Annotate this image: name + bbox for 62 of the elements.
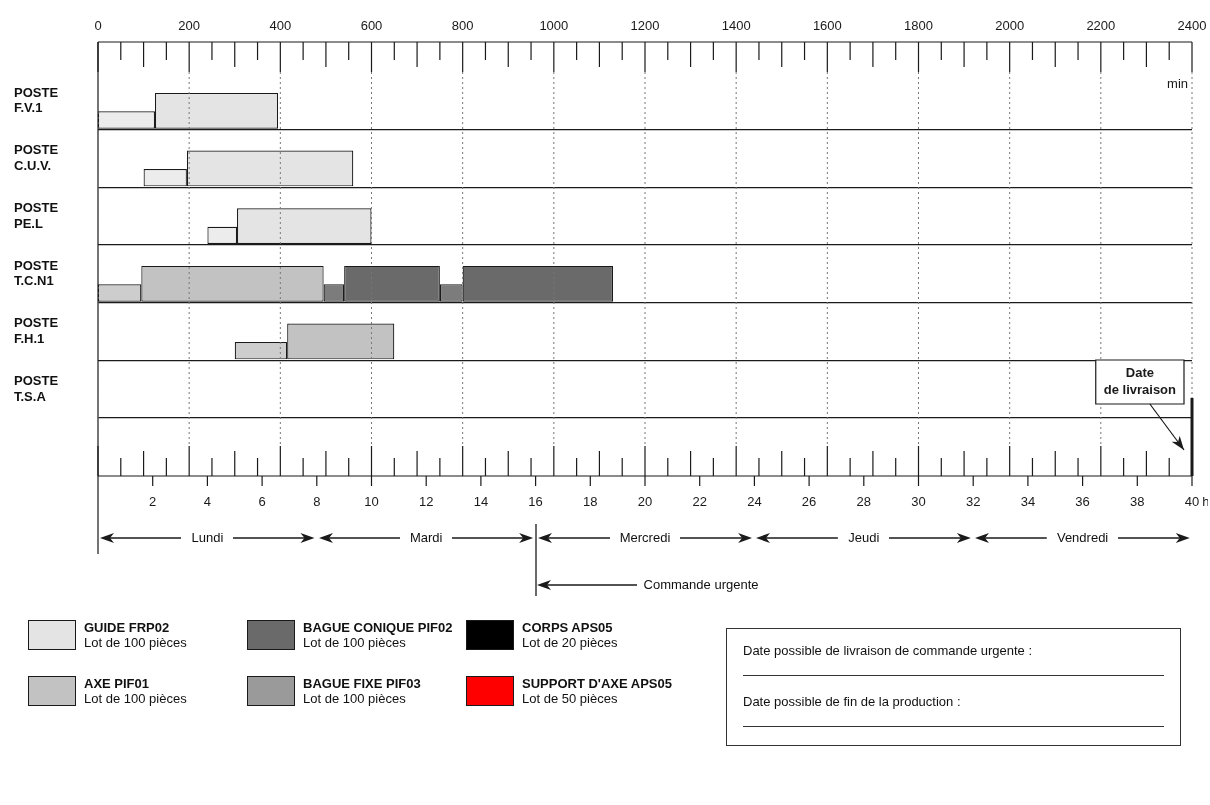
- y-tick-label: POSTE C.U.V.: [14, 142, 59, 173]
- x-tick-label: 20: [637, 494, 653, 509]
- x-tick-label: 22: [692, 494, 707, 509]
- text: Lundi: [191, 530, 224, 545]
- text: Mardi: [409, 530, 443, 545]
- y-tick-label: POSTE F.V.1: [14, 84, 59, 116]
- x-tick-label: 32: [965, 494, 981, 509]
- x-tick-label: 24: [747, 494, 762, 509]
- legend-label: CORPS APS05: [522, 620, 614, 635]
- x-tick-label: 26: [801, 494, 817, 509]
- y-tick-label: POSTE T.S.A: [14, 372, 59, 404]
- text: Jeudi: [848, 530, 880, 545]
- text: Commande urgente: [643, 577, 759, 592]
- legend-label: AXE PIF01: [84, 676, 151, 691]
- x2-tick-label: 800: [451, 18, 474, 33]
- legend-label: SUPPORT D'AXE APS05: [522, 676, 672, 691]
- x-tick-label: 14: [473, 494, 489, 509]
- x2-tick-label: 1000: [539, 18, 569, 33]
- text: Lot de 100 pièces: [84, 635, 187, 650]
- x-axis-title: h: [1202, 494, 1210, 509]
- text: Lot de 100 pièces: [84, 691, 187, 706]
- text: Lot de 100 pièces: [303, 635, 407, 650]
- y-tick-label: POSTE T.C.N1: [14, 257, 59, 289]
- x-tick-label: 4: [203, 494, 212, 509]
- x-tick-label: 8: [313, 494, 321, 509]
- x-tick-label: 2: [149, 494, 157, 509]
- x2-tick-label: 1800: [904, 18, 933, 33]
- ref-line-label: Date de livraison: [1103, 365, 1177, 397]
- legend-label: BAGUE CONIQUE PIF02: [303, 620, 453, 635]
- x-tick-label: 18: [583, 494, 598, 509]
- x-tick-label: 10: [364, 494, 379, 509]
- x-tick-label: 28: [856, 494, 872, 509]
- x-tick-label: 38: [1130, 494, 1145, 509]
- x2-tick-label: 1400: [721, 18, 751, 33]
- y-tick-label: POSTE PE.L: [14, 199, 59, 231]
- text: Lot de 20 pièces: [522, 635, 618, 650]
- legend-label: GUIDE FRP02: [84, 620, 171, 635]
- text: Lot de 50 pièces: [522, 691, 619, 706]
- x2-tick-label: 2400: [1177, 18, 1207, 33]
- x2-tick-label: 400: [269, 18, 292, 33]
- x2-tick-label: 2200: [1086, 18, 1116, 33]
- x-tick-label: 36: [1075, 494, 1090, 509]
- x2-tick-label: 1200: [630, 18, 660, 33]
- y-tick-label: POSTE F.H.1: [14, 315, 59, 346]
- text: Lot de 100 pièces: [303, 691, 407, 706]
- x-tick-label: 6: [258, 494, 266, 509]
- x2-axis-title: min: [1167, 76, 1188, 91]
- x-tick-label: 34: [1020, 494, 1036, 509]
- text: Date possible de fin de la production :: [743, 694, 962, 709]
- text: Vendredi: [1056, 530, 1109, 545]
- legend-label: BAGUE FIXE PIF03: [303, 676, 421, 691]
- x2-tick-label: 200: [178, 18, 201, 33]
- x-tick-label: 30: [911, 494, 926, 509]
- x2-tick-label: 600: [360, 18, 383, 33]
- x-tick-label: 16: [528, 494, 543, 509]
- text: Date possible de livraison de commande urgente :: [743, 643, 1034, 658]
- x2-tick-label: 1600: [812, 18, 842, 33]
- x-tick-label: 40: [1184, 494, 1200, 509]
- text: Mercredi: [619, 530, 671, 545]
- x2-tick-label: 0: [94, 18, 102, 33]
- x-tick-label: 12: [418, 494, 434, 509]
- x2-tick-label: 2000: [995, 18, 1025, 33]
